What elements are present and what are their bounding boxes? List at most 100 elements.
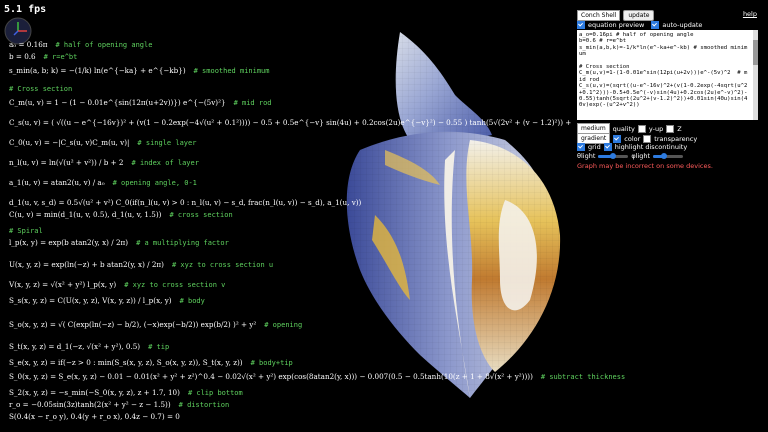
equation-comment: # r=e^bt <box>43 53 78 61</box>
highlight-discontinuity-checkbox[interactable] <box>603 143 612 151</box>
equation-comment: # Cross section <box>9 85 73 93</box>
equation-comment: # half of opening angle <box>55 41 153 49</box>
equation-formula: S_t(x, y, z) = d_1(−z, √(x² + y²), 0.5) <box>9 342 141 351</box>
equation-formula: U(x, y, z) = exp(ln(−z) + b atan2(y, x) … <box>9 260 164 269</box>
equation-comment: # mid rod <box>233 99 272 107</box>
editor-scrollbar[interactable] <box>753 30 758 120</box>
update-button[interactable]: update <box>623 10 655 21</box>
control-panel: Conch Shell update help equation preview… <box>571 4 763 170</box>
equation-line: U(x, y, z) = exp(ln(−z) + b atan2(y, x) … <box>9 260 273 270</box>
y-up-checkbox[interactable] <box>637 124 646 133</box>
code-line: 0.55)tanh(5sqrt(2u^2+(v-1.2)^2))+0.01sin… <box>579 96 748 103</box>
equation-formula: C_m(u, v) = 1 − (1 − 0.01e^{sin(12π(u+2v… <box>9 98 226 107</box>
equation-line: S_0(x, y, z) = S_e(x, y, z) − 0.01 − 0.0… <box>9 372 625 382</box>
equation-comment: # a multiplying factor <box>136 239 229 247</box>
theta-light-slider[interactable] <box>598 152 629 159</box>
equation-comment: # opening angle, 0-1 <box>112 179 197 187</box>
equation-line: S_o(x, y, z) = √( C(exp(ln(−z) − b/2), (… <box>9 320 302 330</box>
equation-line: S_t(x, y, z) = d_1(−z, √(x² + y²), 0.5) #… <box>9 342 169 352</box>
equation-comment: # xyz to cross section v <box>124 281 226 289</box>
transparency-checkbox[interactable] <box>643 134 652 143</box>
equation-line: a_1(u, v) = atan2(u, v) / a₀ # opening an… <box>9 178 197 188</box>
theta-light-label: θlight <box>577 152 596 160</box>
equation-formula: a₀ = 0.16π <box>9 40 48 49</box>
equation-comment: # opening <box>264 321 303 329</box>
equation-formula: d_1(u, v, s_d) = 0.5√(u² + v²) C_0(if(n_… <box>9 198 362 207</box>
equation-formula: S_o(x, y, z) = √( C(exp(ln(−z) − b/2), (… <box>9 320 257 329</box>
equation-line: S_2(x, y, z) = −s_min(−S_0(x, y, z), z +… <box>9 388 243 398</box>
equation-comment: # tip <box>148 343 170 351</box>
equation-comment: # Spiral <box>9 227 43 235</box>
equation-comment: # body+tip <box>250 359 293 367</box>
z-label: Z <box>677 124 682 133</box>
equation-formula: S_e(x, y, z) = if(−z > 0 : min(S_s(x, y,… <box>9 358 243 367</box>
device-warning: Graph may be incorrect on some devices. <box>577 162 713 170</box>
code-line: C_m(u,v)=1-(1-0.01e^sin(12pi(u+2v)))e^-(… <box>579 70 748 77</box>
code-line: 0v)exp(-(u^2+v^2)) <box>579 102 640 109</box>
code-line: C_s(u,v)=(sqrt((u-e^-16v)^2+(v(1-0.2exp(… <box>579 83 748 90</box>
equation-line: # Cross section <box>9 84 72 94</box>
phi-light-label: φlight <box>631 152 651 160</box>
code-line: id rod <box>579 76 600 83</box>
equation-line: r_o = −0.05sin(3z)tanh(2(x² + y² − z − 1… <box>9 400 229 410</box>
equation-formula: S(0.4(x − r_o y), 0.4(y + r_o x), 0.4z −… <box>9 412 180 421</box>
code-line: +0.1^2)))-0.5+0.5e^(-v)sin(4u)+0.2cos(2u… <box>579 89 748 96</box>
equation-formula: S_2(x, y, z) = −s_min(−S_0(x, y, z), z +… <box>9 388 180 397</box>
code-line: # Cross section <box>579 64 630 71</box>
equation-line: s_min(a, b; k) = −(1/k) ln(e^{−ka} + e^{… <box>9 66 269 76</box>
z-checkbox[interactable] <box>666 124 675 133</box>
equation-formula: b = 0.6 <box>9 52 36 61</box>
equation-editor[interactable]: a_o=0.16pi # half of opening angle b=0.6 … <box>577 30 753 120</box>
equation-line: S_s(x, y, z) = C(U(x, y, z), V(x, y, z))… <box>9 296 205 306</box>
equation-line: C_0(u, v) = −|C_s(u, v)C_m(u, v)| # singl… <box>9 138 196 148</box>
equation-comment: # single layer <box>137 139 197 147</box>
code-line: um <box>579 51 586 58</box>
equation-formula: V(x, y, z) = √(x² + y²) l_p(x, y) <box>9 280 117 289</box>
code-line: s_min(a,b,k)=-1/k*ln(e^-ka+e^-kb) # smoo… <box>579 44 748 51</box>
equation-comment: # smoothed minimum <box>193 67 270 75</box>
axes-orientation-icon[interactable] <box>4 17 32 45</box>
equation-line: a₀ = 0.16π # half of opening angle <box>9 40 152 50</box>
equation-line: # Spiral <box>9 226 43 236</box>
equation-formula: S_0(x, y, z) = S_e(x, y, z) − 0.01 − 0.0… <box>9 372 533 381</box>
equation-line: S_e(x, y, z) = if(−z > 0 : min(S_s(x, y,… <box>9 358 293 368</box>
auto-update-checkbox[interactable] <box>651 21 660 29</box>
code-line: a_o=0.16pi # half of opening angle <box>579 32 694 38</box>
preset-select[interactable]: Conch Shell <box>577 10 621 21</box>
transparency-label: transparency <box>654 134 698 143</box>
equation-formula: S_s(x, y, z) = C(U(x, y, z), V(x, y, z))… <box>9 296 172 305</box>
equation-line: V(x, y, z) = √(x² + y²) l_p(x, y) # xyz t… <box>9 280 225 290</box>
equation-comment: # clip bottom <box>187 389 243 397</box>
y-up-label: y-up <box>648 124 664 133</box>
code-line: b=0.6 # r=e^bt <box>579 38 627 45</box>
equation-formula: s_min(a, b; k) = −(1/k) ln(e^{−ka} + e^{… <box>9 66 186 75</box>
equation-comment: # subtract thickness <box>540 373 626 381</box>
auto-update-label: auto-update <box>662 21 703 29</box>
equation-formula: C_s(u, v) = ( √((u − e^{−16v})² + (v(1 −… <box>9 118 705 127</box>
quality-label: quality <box>612 124 635 133</box>
grid-checkbox[interactable] <box>577 143 585 151</box>
help-link[interactable]: help <box>742 10 757 18</box>
equation-line: l_p(x, y) = exp(b atan2(y, x) / 2π) # a m… <box>9 238 229 248</box>
equation-line: C_m(u, v) = 1 − (1 − 0.01e^{sin(12π(u+2v… <box>9 98 272 108</box>
color-select[interactable]: gradient <box>577 133 611 144</box>
equation-formula: r_o = −0.05sin(3z)tanh(2(x² + y² − z − 1… <box>9 400 171 409</box>
equation-line: b = 0.6 # r=e^bt <box>9 52 77 62</box>
highlight-discontinuity-label: highlight discontinuity <box>614 143 688 151</box>
equation-line: n_l(u, v) = ln(√(u² + v²)) / b + 2 # inde… <box>9 158 199 168</box>
equation-preview-label: equation preview <box>588 21 645 29</box>
equation-comment: # cross section <box>169 211 233 219</box>
equation-line: C_s(u, v) = ( √((u − e^{−16v})² + (v(1 −… <box>9 118 704 128</box>
equation-formula: n_l(u, v) = ln(√(u² + v²)) / b + 2 <box>9 158 124 167</box>
equation-comment: # xyz to cross section u <box>171 261 274 269</box>
color-label: color <box>624 134 641 143</box>
equation-formula: l_p(x, y) = exp(b atan2(y, x) / 2π) <box>9 238 129 247</box>
phi-light-slider[interactable] <box>653 152 684 159</box>
equation-line: d_1(u, v, s_d) = 0.5√(u² + v²) C_0(if(n_… <box>9 198 361 208</box>
equation-comment: # body <box>179 297 205 305</box>
color-checkbox[interactable] <box>613 134 622 143</box>
equation-formula: C_0(u, v) = −|C_s(u, v)C_m(u, v)| <box>9 138 130 147</box>
equation-preview-checkbox[interactable] <box>577 21 585 29</box>
grid-label: grid <box>588 143 601 151</box>
